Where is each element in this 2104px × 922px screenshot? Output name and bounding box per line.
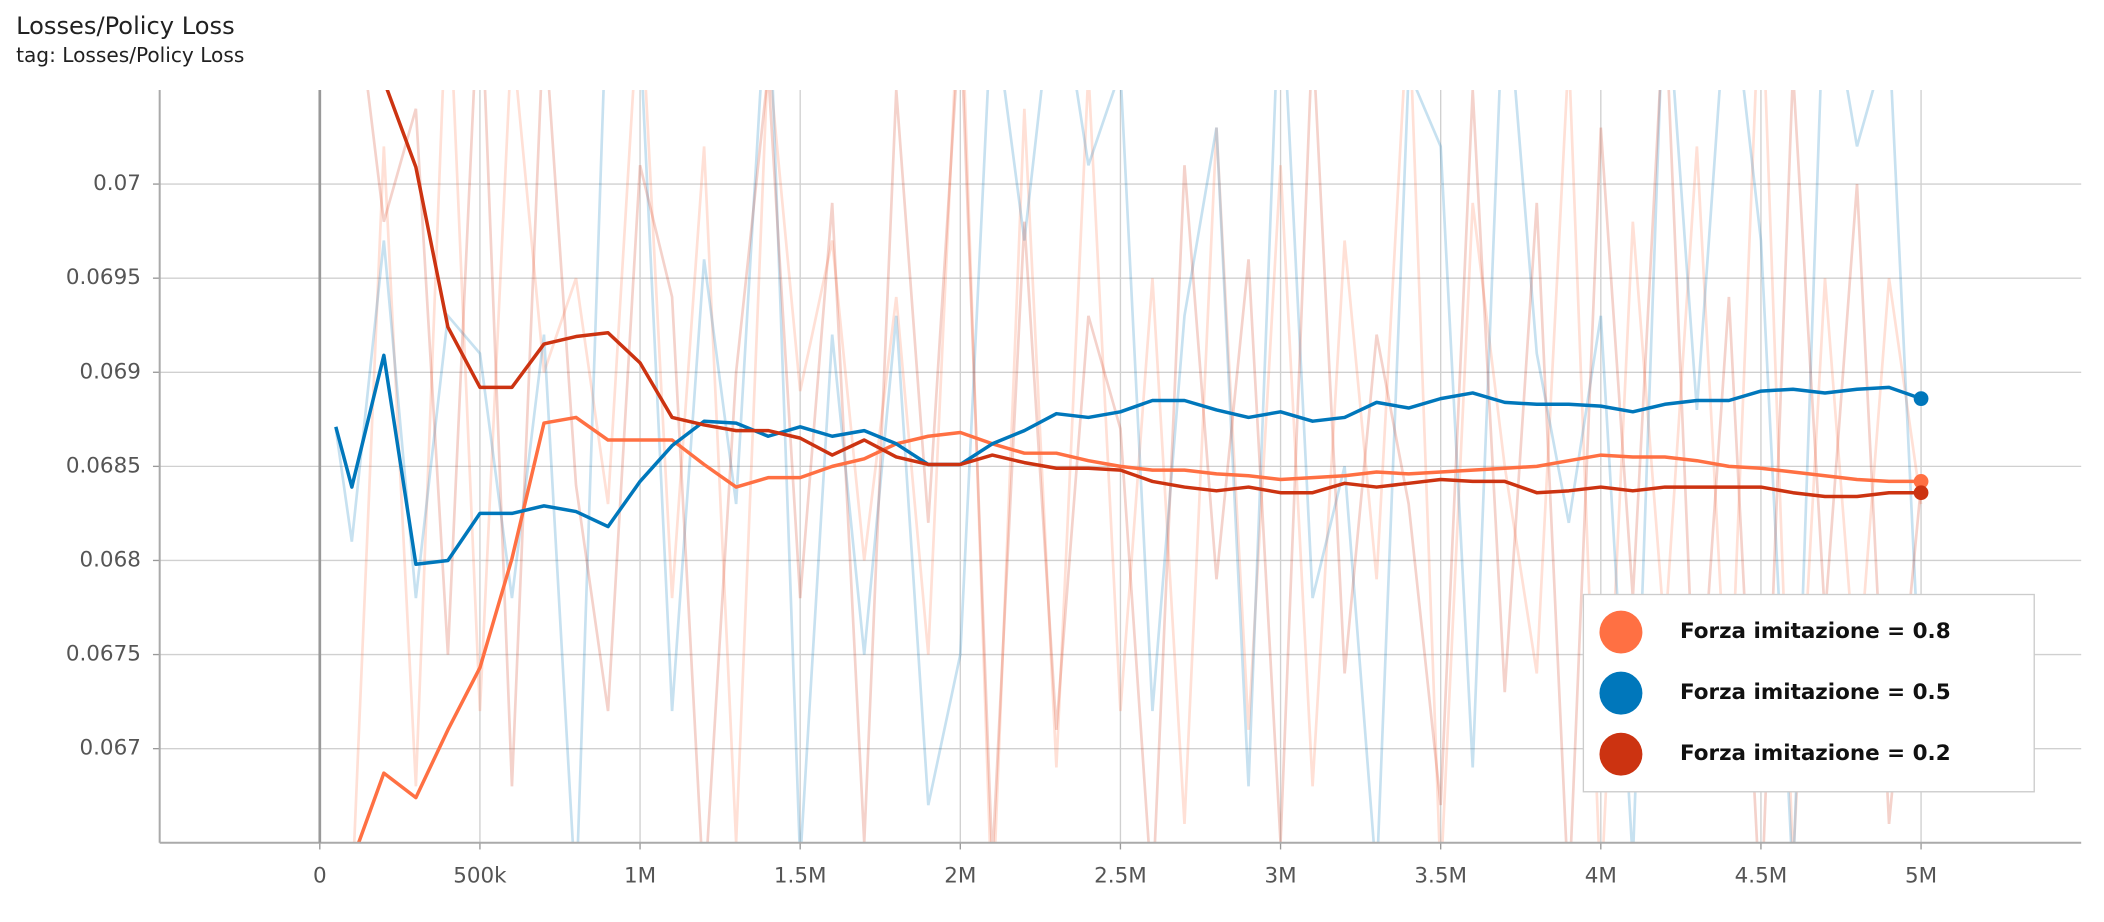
y-tick-label: 0.067 xyxy=(79,736,140,761)
x-tick-label: 3M xyxy=(1264,863,1296,888)
y-tick-label: 0.0675 xyxy=(66,642,141,667)
end-dot xyxy=(1913,485,1929,501)
x-tick-label: 1M xyxy=(624,863,656,888)
smoothed-line xyxy=(334,353,1922,566)
legend-label: Forza imitazione = 0.8 xyxy=(1680,619,1951,644)
chart-title: Losses/Policy Loss xyxy=(16,12,235,40)
y-tick-label: 0.0685 xyxy=(66,453,141,478)
x-tick-label: 4M xyxy=(1585,863,1617,888)
x-tick-label: 3.5M xyxy=(1414,863,1467,888)
y-tick-label: 0.068 xyxy=(79,547,140,572)
x-tick-label: 1.5M xyxy=(774,863,827,888)
legend-marker xyxy=(1599,610,1643,654)
axes: 0.067 0.0675 0.068 0.0685 0.069 0.0695 0.07 0 50… xyxy=(66,89,2082,888)
y-tick-label: 0.0695 xyxy=(66,265,141,290)
end-dot xyxy=(1913,474,1929,489)
raw-line xyxy=(366,89,1923,843)
legend-marker xyxy=(1599,732,1643,776)
plot-area xyxy=(334,89,1929,843)
x-tick-label: 500k xyxy=(453,863,507,888)
raw-line xyxy=(334,89,1923,843)
legend-label: Forza imitazione = 0.5 xyxy=(1680,680,1951,705)
smoothed-line xyxy=(385,89,1922,499)
smoothed-line xyxy=(356,415,1922,843)
raw-line xyxy=(352,89,1923,843)
x-tick-label: 2M xyxy=(944,863,976,888)
x-tick-label: 0 xyxy=(313,863,327,888)
legend-marker xyxy=(1599,671,1643,715)
x-tick-label: 5M xyxy=(1905,863,1937,888)
x-tick-label: 2.5M xyxy=(1094,863,1147,888)
chart-subtitle: tag: Losses/Policy Loss xyxy=(16,43,244,67)
y-tick-label: 0.07 xyxy=(93,171,141,196)
legend-box xyxy=(1582,593,2035,793)
legend: Forza imitazione = 0.8 Forza imitazione =… xyxy=(1582,593,2035,793)
y-tick-label: 0.069 xyxy=(79,359,140,384)
x-tick-label: 4.5M xyxy=(1735,863,1788,888)
end-dot xyxy=(1913,391,1929,406)
legend-label: Forza imitazione = 0.2 xyxy=(1680,741,1951,766)
